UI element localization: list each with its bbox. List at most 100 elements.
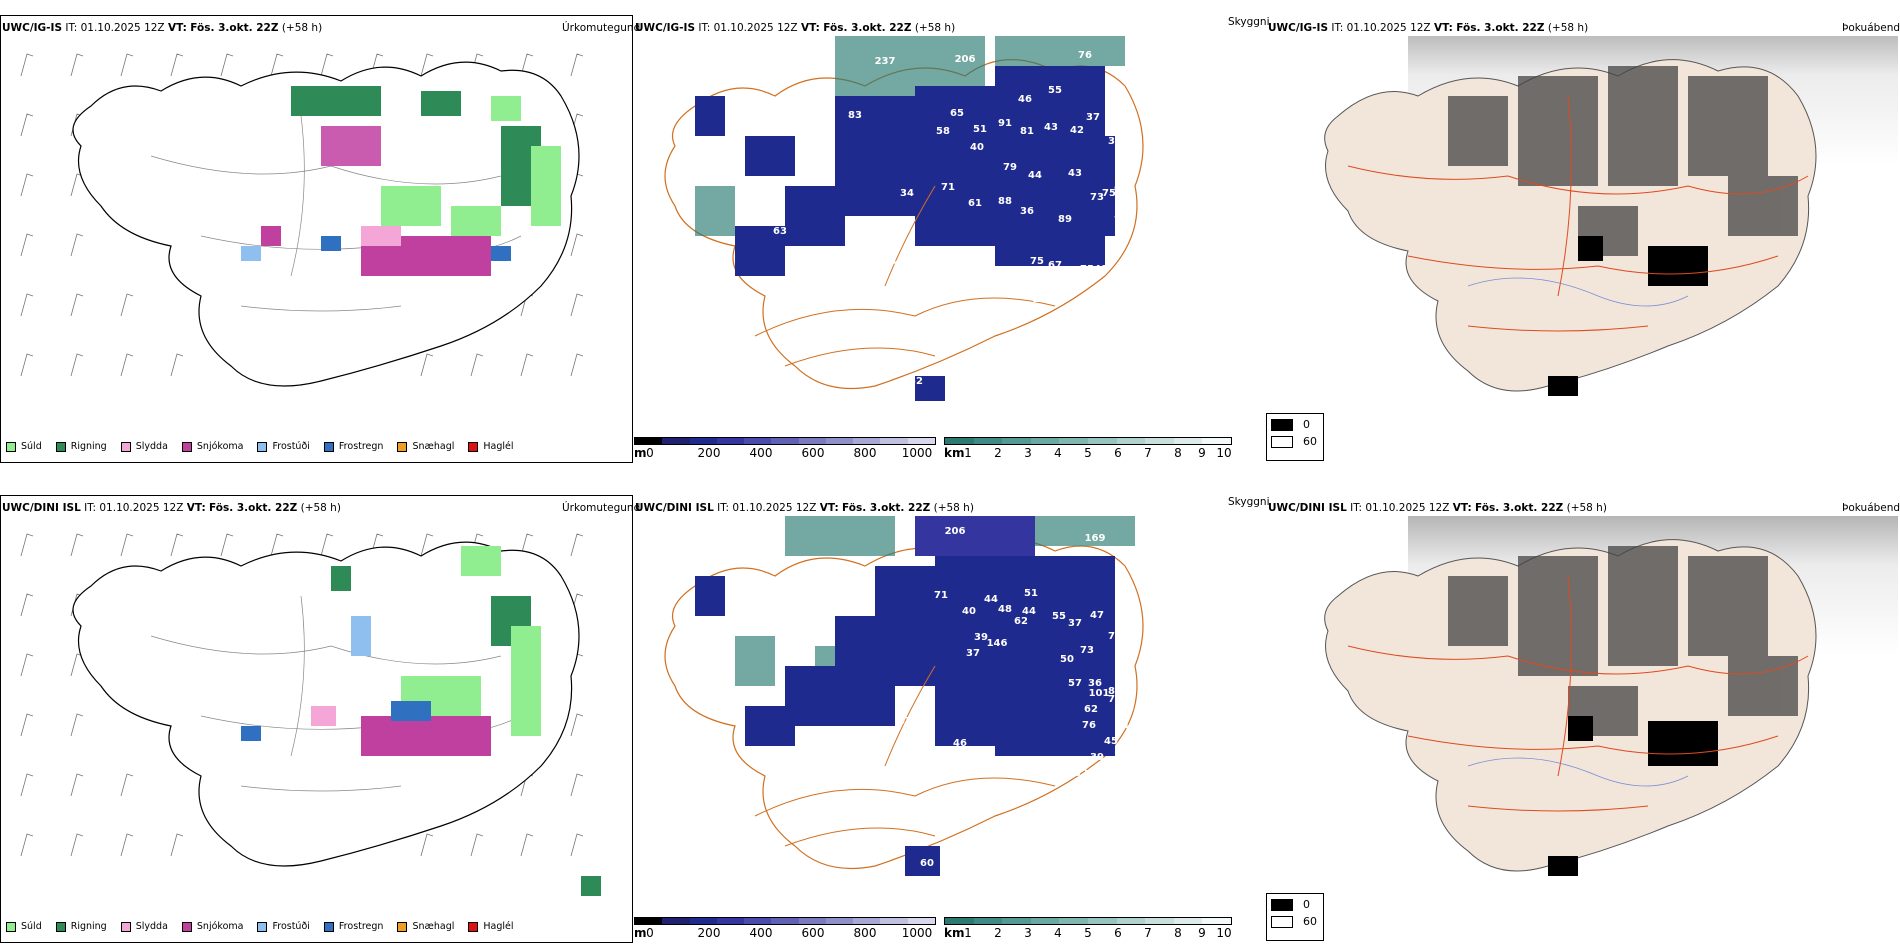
swatch: [55, 921, 66, 932]
legend-item-slydda: Slydda: [120, 441, 168, 452]
visibility-tick: 2: [994, 446, 1002, 460]
height-tick: 600: [801, 446, 825, 460]
visibility-value-label: 49: [876, 742, 890, 753]
visibility-value-label: 51: [973, 124, 987, 135]
visibility-title: Skyggni: [1228, 16, 1270, 28]
height-unit: m: [634, 926, 647, 940]
visibility-value-label: 44: [1028, 170, 1042, 181]
legend-item-sudl: Súld: [6, 921, 42, 932]
fog-legend: 0 60: [1266, 893, 1324, 941]
visibility-value-label: 73: [1080, 645, 1094, 656]
legend-item-snjokoma: Snjókoma: [181, 921, 243, 932]
precip-type-title: Úrkomutegund: [562, 502, 641, 514]
height-tick: 800: [853, 926, 877, 940]
visibility-tick: 1: [964, 926, 972, 940]
legend-item-frostudi: Frostúði: [257, 441, 310, 452]
visibility-tick: 4: [1054, 446, 1062, 460]
visibility-tick: 7: [1144, 926, 1152, 940]
swatch: [257, 921, 268, 932]
fog-title: Þokuábendi: [1842, 22, 1900, 34]
height-tick: 0: [646, 926, 654, 940]
row-2: UWC/DINI ISL IT: 01.10.2025 12Z VT: Fös.…: [0, 480, 1900, 950]
visibility-value-label: 34: [900, 188, 914, 199]
legend-item-sudl: Súld: [6, 441, 42, 452]
fog-header: UWC/DINI ISL IT: 01.10.2025 12Z VT: Fös.…: [1268, 502, 1607, 514]
visibility-value-label: 228: [1035, 806, 1056, 817]
height-tick: 600: [801, 926, 825, 940]
height-tick: 0: [646, 446, 654, 460]
visibility-value-label: 37: [966, 648, 980, 659]
height-colorbar: m 0 200 400 600 800 1000: [634, 437, 939, 461]
visibility-value-label: 206: [945, 526, 966, 537]
visibility-tick: 1: [964, 446, 972, 460]
visibility-value-label: 53: [964, 250, 978, 261]
legend-item-frostudi: Frostúði: [257, 921, 310, 932]
model-name: UWC/DINI ISL: [635, 502, 714, 514]
visibility-value-label: 55: [1048, 85, 1062, 96]
visibility-value-label: 61: [968, 198, 982, 209]
swatch: [468, 921, 479, 932]
visibility-value-label: 81: [1020, 126, 1034, 137]
visibility-colorbar: km 1 2 3 4 5 6 7 8 9 10: [944, 917, 1234, 941]
visibility-value-label: 92: [1116, 181, 1130, 192]
visibility-tick: 3: [1024, 926, 1032, 940]
visibility-value-label: 41: [1116, 720, 1130, 731]
visibility-tick: 3: [1024, 446, 1032, 460]
visibility-value-label: 67: [1048, 260, 1062, 271]
visibility-value-label: 67: [1114, 183, 1128, 194]
swatch: [55, 441, 66, 452]
visibility-value-label: 37: [1068, 618, 1082, 629]
visibility-value-label: 39: [1090, 752, 1104, 763]
model-name: UWC/IG-IS: [635, 22, 696, 34]
fog-legend-item: 60: [1271, 435, 1319, 448]
visibility-value-label: 72: [1114, 215, 1128, 226]
visibility-value-label: 37: [1086, 112, 1100, 123]
precip-type-map: [20, 533, 601, 896]
swatch: [468, 441, 479, 452]
visibility-value-label: 50: [1048, 774, 1062, 785]
visibility-value-label: 63: [773, 226, 787, 237]
visibility-value-label: 91: [998, 118, 1012, 129]
swatch: [323, 921, 334, 932]
visibility-value-label: 50: [1060, 654, 1074, 665]
fog-legend-item: 60: [1271, 915, 1319, 928]
fog-legend: 0 60: [1266, 413, 1324, 461]
model-name: UWC/DINI ISL: [2, 502, 81, 514]
visibility-colorbar-strip: [944, 437, 1232, 445]
visibility-value-label: 102: [769, 558, 790, 569]
visibility-unit: km: [944, 926, 965, 940]
visibility-colorbar: km 1 2 3 4 5 6 7 8 9 10: [944, 437, 1234, 461]
visibility-value-label: 46: [1018, 94, 1032, 105]
legend-item-rigning: Rigning: [55, 921, 107, 932]
visibility-value-label: 46: [953, 738, 967, 749]
model-name: UWC/DINI ISL: [1268, 502, 1347, 514]
visibility-value-label: 44: [984, 594, 998, 605]
visibility-tick: 5: [1084, 926, 1092, 940]
visibility-value-label: 73: [1090, 192, 1104, 203]
visibility-tick: 10: [1216, 926, 1232, 940]
visibility-tick: 8: [1174, 446, 1182, 460]
visibility-value-label: 88: [998, 196, 1012, 207]
visibility-tick: 6: [1114, 446, 1122, 460]
height-tick: 800: [853, 446, 877, 460]
fog-header: UWC/IG-IS IT: 01.10.2025 12Z VT: Fös. 3.…: [1268, 22, 1589, 34]
visibility-value-label: 58: [936, 126, 950, 137]
height-tick: 1000: [901, 446, 933, 460]
visibility-value-label: 42: [1070, 125, 1084, 136]
legend-item-snaehagl: Snæhagl: [397, 921, 454, 932]
visibility-unit: km: [944, 446, 965, 460]
visibility-value-label: 51: [980, 255, 994, 266]
visibility-value-label: 60: [920, 858, 934, 869]
visibility-value-label: 48: [998, 604, 1012, 615]
visibility-tick: 2: [994, 926, 1002, 940]
height-tick: 200: [697, 926, 721, 940]
visibility-value-label: 57: [994, 762, 1008, 773]
visibility-value-label: 43: [1044, 122, 1058, 133]
visibility-value-label: 38: [860, 791, 874, 802]
visibility-value-label: 48: [1094, 264, 1108, 275]
model-name: UWC/IG-IS: [1268, 22, 1329, 34]
visibility-value-label: 76: [1082, 720, 1096, 731]
visibility-title: Skyggni: [1228, 496, 1270, 508]
visibility-value-label: 55: [1052, 611, 1066, 622]
